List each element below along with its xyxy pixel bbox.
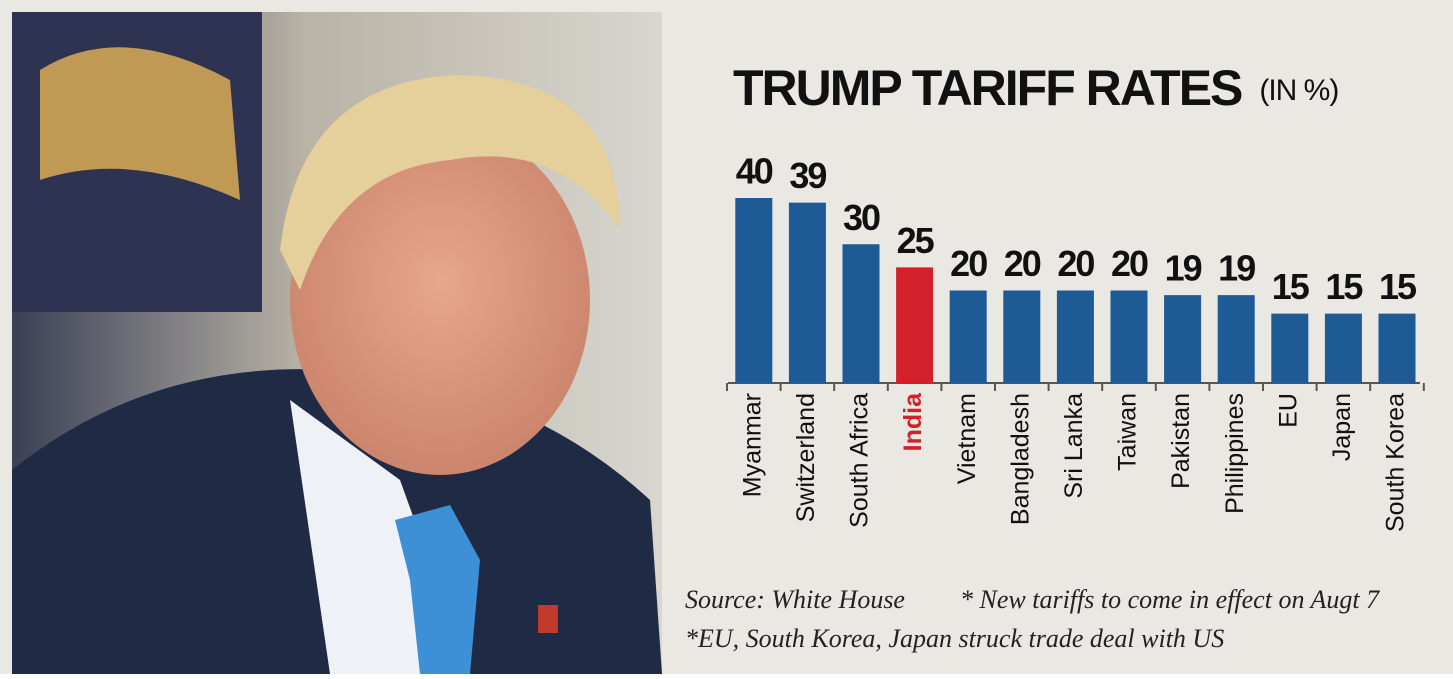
- value-label: 19: [1165, 248, 1202, 289]
- bar: [735, 198, 773, 383]
- bar: [1003, 290, 1041, 383]
- footnote: *EU, South Korea, Japan struck trade dea…: [685, 624, 1224, 653]
- bar: [788, 202, 826, 383]
- bar: [1056, 290, 1094, 383]
- photo-face: [290, 125, 590, 475]
- photo-pin: [538, 605, 558, 633]
- value-label: 20: [1057, 243, 1094, 284]
- x-tick-label: Switzerland: [792, 393, 820, 522]
- x-tick-label: Taiwan: [1114, 393, 1142, 471]
- title-unit: (IN %): [1259, 74, 1338, 107]
- footnote: * New tariffs to come in effect on Augt …: [960, 585, 1380, 614]
- value-label: 19: [1218, 248, 1255, 289]
- x-tick-label: South Korea: [1382, 393, 1410, 532]
- value-label: 20: [1004, 243, 1041, 284]
- value-label: 15: [1325, 266, 1363, 307]
- value-label: 15: [1379, 266, 1417, 307]
- bar: [842, 244, 880, 383]
- photo-hair: [280, 75, 620, 290]
- value-label: 20: [950, 243, 987, 284]
- x-tick-label: EU: [1274, 393, 1302, 428]
- x-tick-label: India: [899, 392, 927, 451]
- source-note: Source: White House: [685, 585, 905, 614]
- bar: [1271, 313, 1309, 383]
- x-tick-label: South Africa: [846, 393, 874, 528]
- x-tick-label: Pakistan: [1167, 393, 1195, 489]
- bar: [1164, 295, 1202, 383]
- value-label: 25: [897, 220, 935, 261]
- x-tick-label: Bangladesh: [1006, 393, 1034, 525]
- bar: [1217, 295, 1255, 383]
- x-tick-label: Sri Lanka: [1060, 393, 1088, 499]
- x-tick-label: Japan: [1328, 393, 1356, 461]
- bar: [896, 267, 934, 383]
- bar: [1378, 313, 1416, 383]
- bar: [949, 290, 987, 383]
- bar: [1110, 290, 1148, 383]
- chart-title: TRUMP TARIFF RATES (IN %): [733, 60, 1338, 116]
- photo: [12, 12, 662, 674]
- value-label: 30: [843, 197, 880, 238]
- photo-tie: [395, 505, 480, 674]
- x-tick-label: Philippines: [1221, 393, 1249, 514]
- value-label: 40: [736, 151, 773, 192]
- x-tick-label: Vietnam: [953, 393, 981, 484]
- value-label: 20: [1111, 243, 1148, 284]
- photo-eagle: [40, 47, 240, 200]
- value-label: 39: [789, 155, 826, 196]
- title-main: TRUMP TARIFF RATES: [733, 60, 1242, 116]
- bar: [1324, 313, 1362, 383]
- x-tick-label: Myanmar: [738, 393, 766, 497]
- value-label: 15: [1272, 266, 1310, 307]
